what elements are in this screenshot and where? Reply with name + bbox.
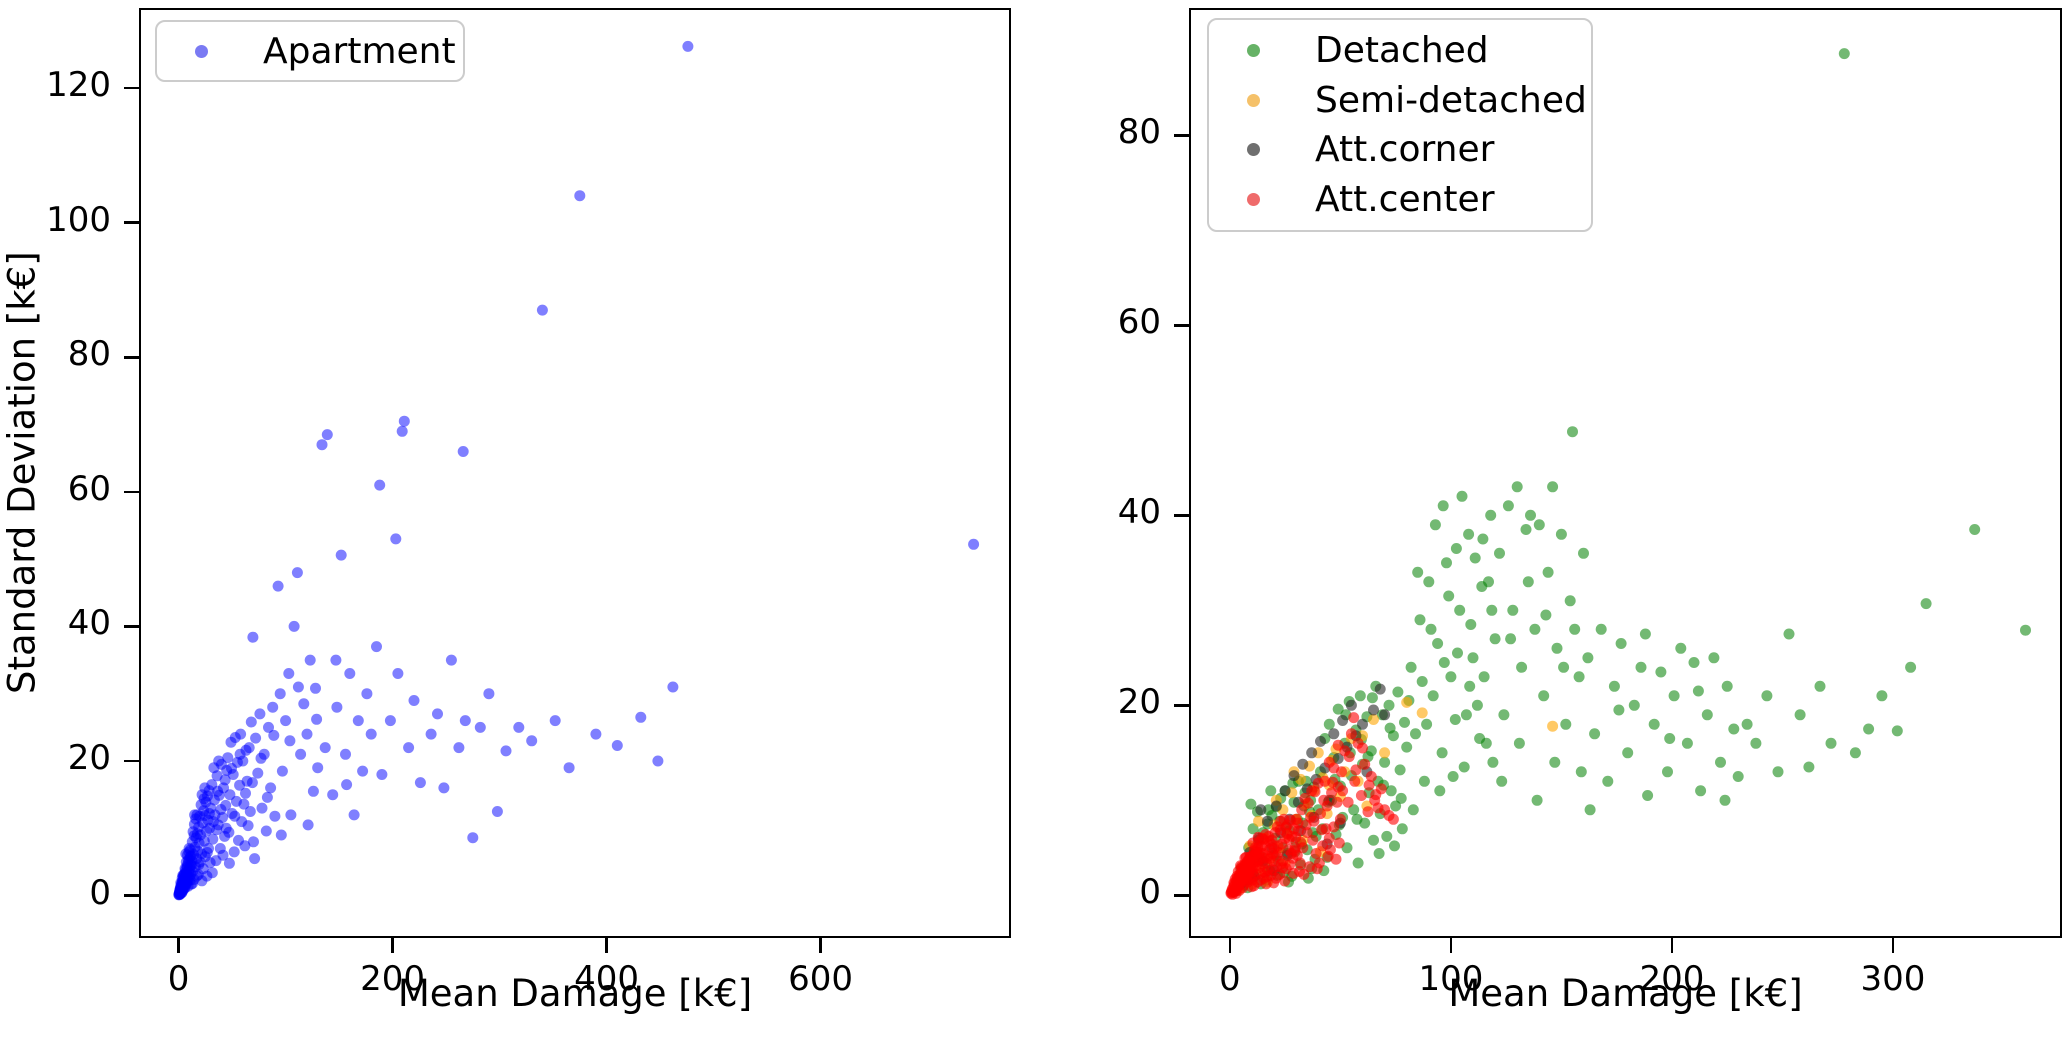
x-tick-mark <box>391 938 394 953</box>
y-tick-label: 80 <box>67 334 111 375</box>
legend-left: Apartment <box>155 20 465 82</box>
x-tick-label: 200 <box>360 959 426 999</box>
legend-marker-icon <box>1247 192 1260 206</box>
y-tick-mark <box>1174 134 1189 137</box>
x-axis-label-left: Mean Damage [k€] <box>397 972 753 1015</box>
x-tick-label: 0 <box>1219 959 1241 999</box>
y-tick-mark <box>1174 894 1189 897</box>
y-tick-label: 40 <box>67 603 111 644</box>
y-tick-mark <box>124 86 139 90</box>
y-tick-mark <box>124 759 139 763</box>
y-tick-label: 120 <box>46 65 111 106</box>
legend-marker-icon <box>195 44 208 58</box>
legend-item: Detached <box>1209 30 1591 71</box>
x-tick-label: 600 <box>788 959 853 999</box>
x-tick-mark <box>1228 938 1232 953</box>
y-tick-label: 20 <box>1117 682 1161 723</box>
legend-item: Semi-detached <box>1209 80 1591 121</box>
legend-marker-icon <box>1247 44 1260 58</box>
y-tick-label: 0 <box>1139 872 1161 913</box>
y-tick-mark <box>124 356 139 359</box>
legend-item: Att.corner <box>1209 129 1591 170</box>
legend-right: Detached Semi-detached Att.corner Att.cente… <box>1207 18 1593 232</box>
x-tick-mark <box>605 938 608 953</box>
x-tick-label: 0 <box>167 959 190 999</box>
legend-label: Apartment <box>263 30 456 72</box>
y-tick-label: 60 <box>67 468 111 509</box>
y-tick-mark <box>1174 704 1189 707</box>
x-tick-mark <box>1891 938 1895 953</box>
y-tick-mark <box>124 221 139 224</box>
x-tick-label: 300 <box>1860 959 1926 999</box>
y-tick-label: 40 <box>1117 492 1161 533</box>
legend-marker-icon <box>1247 93 1260 107</box>
y-tick-mark <box>124 625 139 628</box>
y-tick-label: 20 <box>67 738 111 779</box>
legend-label: Detached <box>1315 30 1489 72</box>
y-tick-label: 60 <box>1117 302 1161 343</box>
x-tick-mark <box>1449 938 1453 953</box>
legend-item: Apartment <box>157 31 463 72</box>
x-tick-label: 200 <box>1639 959 1705 999</box>
x-tick-mark <box>819 938 822 953</box>
x-tick-label: 100 <box>1418 959 1484 999</box>
y-tick-mark <box>124 894 139 897</box>
legend-label: Att.center <box>1315 178 1495 220</box>
y-tick-label: 80 <box>1117 112 1161 153</box>
y-tick-label: 0 <box>89 872 111 913</box>
x-tick-mark <box>1670 938 1674 953</box>
y-tick-label: 100 <box>46 199 111 240</box>
left-plot-area <box>139 8 1011 938</box>
y-tick-mark <box>1174 324 1189 327</box>
x-tick-label: 400 <box>574 959 640 999</box>
legend-label: Att.corner <box>1315 129 1495 171</box>
legend-label: Semi-detached <box>1315 79 1587 121</box>
legend-item: Att.center <box>1209 179 1591 220</box>
legend-marker-icon <box>1247 143 1260 157</box>
x-axis-label-right: Mean Damage [k€] <box>1448 972 1803 1015</box>
x-tick-mark <box>177 938 180 953</box>
y-tick-mark <box>1174 514 1189 517</box>
y-tick-mark <box>124 490 139 494</box>
